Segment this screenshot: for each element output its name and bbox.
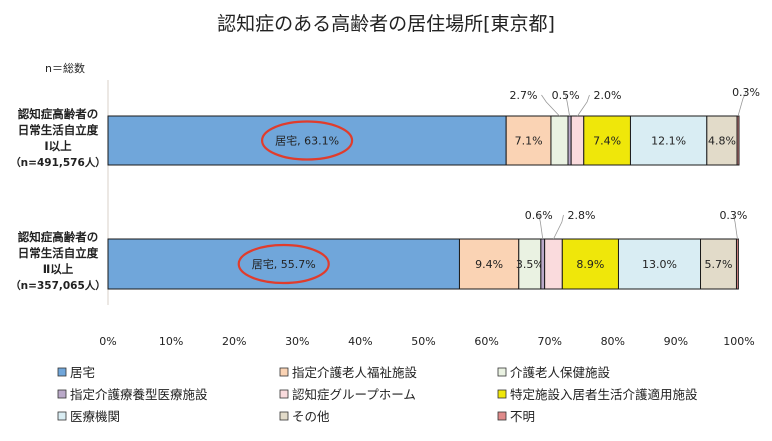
legend-swatch — [497, 411, 507, 421]
n-note: n＝総数 — [45, 61, 85, 75]
bar-segment — [540, 238, 546, 290]
legend-label: 認知症グループホーム — [292, 387, 416, 402]
row-label-line: 認知症高齢者の — [18, 107, 99, 121]
legend-label: 指定介護療養型医療施設 — [70, 387, 208, 402]
data-label: 0.5% — [552, 89, 580, 102]
callout-line — [577, 94, 590, 117]
bar-segment — [561, 238, 619, 290]
callout-line — [737, 91, 747, 117]
row-label-line: （n=491,576人） — [10, 156, 106, 169]
legend-label: 不明 — [510, 409, 535, 424]
legend-swatch — [497, 389, 507, 399]
chart-title: 認知症のある高齢者の居住場所[東京都] — [217, 13, 555, 35]
data-label: 2.8% — [567, 209, 595, 222]
legend-label: その他 — [292, 409, 330, 424]
legend-label: 医療機関 — [70, 409, 120, 424]
data-label: 5.7% — [705, 258, 733, 271]
callout-line — [733, 214, 738, 240]
data-label: 0.3% — [732, 86, 760, 99]
callout-line — [565, 94, 570, 117]
data-label: 0.3% — [719, 209, 747, 222]
data-label: 0.6% — [525, 209, 553, 222]
bar-segment — [617, 238, 702, 290]
callout-line — [541, 94, 560, 117]
x-tick-label: 90% — [664, 335, 688, 348]
legend-swatch — [279, 389, 289, 399]
bar-segment — [583, 115, 631, 166]
data-label: 9.4% — [475, 258, 503, 271]
data-label: 居宅, 63.1% — [275, 134, 339, 148]
row-label-line: 日常生活自立度 — [18, 123, 99, 137]
legend-swatch — [497, 367, 507, 377]
data-label: 7.1% — [515, 135, 543, 148]
data-label: 3.5% — [516, 258, 544, 271]
x-tick-label: 60% — [474, 335, 498, 348]
legend-swatch — [57, 367, 67, 377]
callout-line — [553, 214, 564, 240]
x-tick-label: 0% — [99, 335, 116, 348]
legend-label: 特定施設入居者生活介護適用施設 — [510, 387, 698, 402]
bar-segment — [107, 115, 507, 166]
x-tick-label: 20% — [222, 335, 246, 348]
bar-segment — [107, 238, 460, 290]
legend-swatch — [279, 411, 289, 421]
bar-segment — [735, 238, 739, 290]
data-label: 居宅, 55.7% — [252, 257, 316, 271]
data-label: 12.1% — [651, 135, 686, 148]
bar-segment — [550, 115, 569, 166]
x-tick-label: 30% — [285, 335, 309, 348]
bar-segment — [706, 115, 738, 166]
data-label: 7.4% — [593, 135, 621, 148]
legend-swatch — [279, 367, 289, 377]
row-label-line: Ⅰ以上 — [44, 139, 72, 153]
x-tick-label: 80% — [601, 335, 625, 348]
bar-segment — [736, 115, 740, 166]
data-label: 13.0% — [642, 258, 677, 271]
bar-segment — [544, 238, 563, 290]
bar-segment — [570, 115, 585, 166]
row-label-line: 日常生活自立度 — [18, 246, 99, 260]
bar-segment — [700, 238, 737, 290]
callout-line — [538, 214, 544, 240]
row-label-line: 認知症高齢者の — [18, 230, 99, 244]
legend-swatch — [57, 411, 67, 421]
data-label: 2.0% — [593, 89, 621, 102]
highlight-ellipse — [260, 120, 354, 161]
x-axis-ticks: 0% 10% 20% 30% 40% 50% 60% 70% 80% 90% 100% — [99, 335, 754, 348]
bar-segment — [629, 115, 708, 166]
data-label: 4.8% — [708, 135, 736, 148]
data-label: 2.7% — [510, 89, 538, 102]
x-tick-label: 50% — [411, 335, 435, 348]
highlight-ellipse — [237, 243, 330, 285]
x-tick-label: 10% — [159, 335, 183, 348]
x-tick-label: 100% — [723, 335, 754, 348]
legend-label: 介護老人保健施設 — [510, 365, 611, 380]
legend-label: 居宅 — [70, 365, 95, 380]
x-tick-label: 70% — [537, 335, 561, 348]
legend-swatch — [57, 389, 67, 399]
row-label-line: （n=357,065人） — [10, 279, 106, 292]
row-label-line: Ⅱ以上 — [43, 262, 74, 276]
x-tick-label: 40% — [348, 335, 372, 348]
legend-label: 指定介護老人福祉施設 — [292, 365, 418, 380]
data-label: 8.9% — [576, 258, 604, 271]
